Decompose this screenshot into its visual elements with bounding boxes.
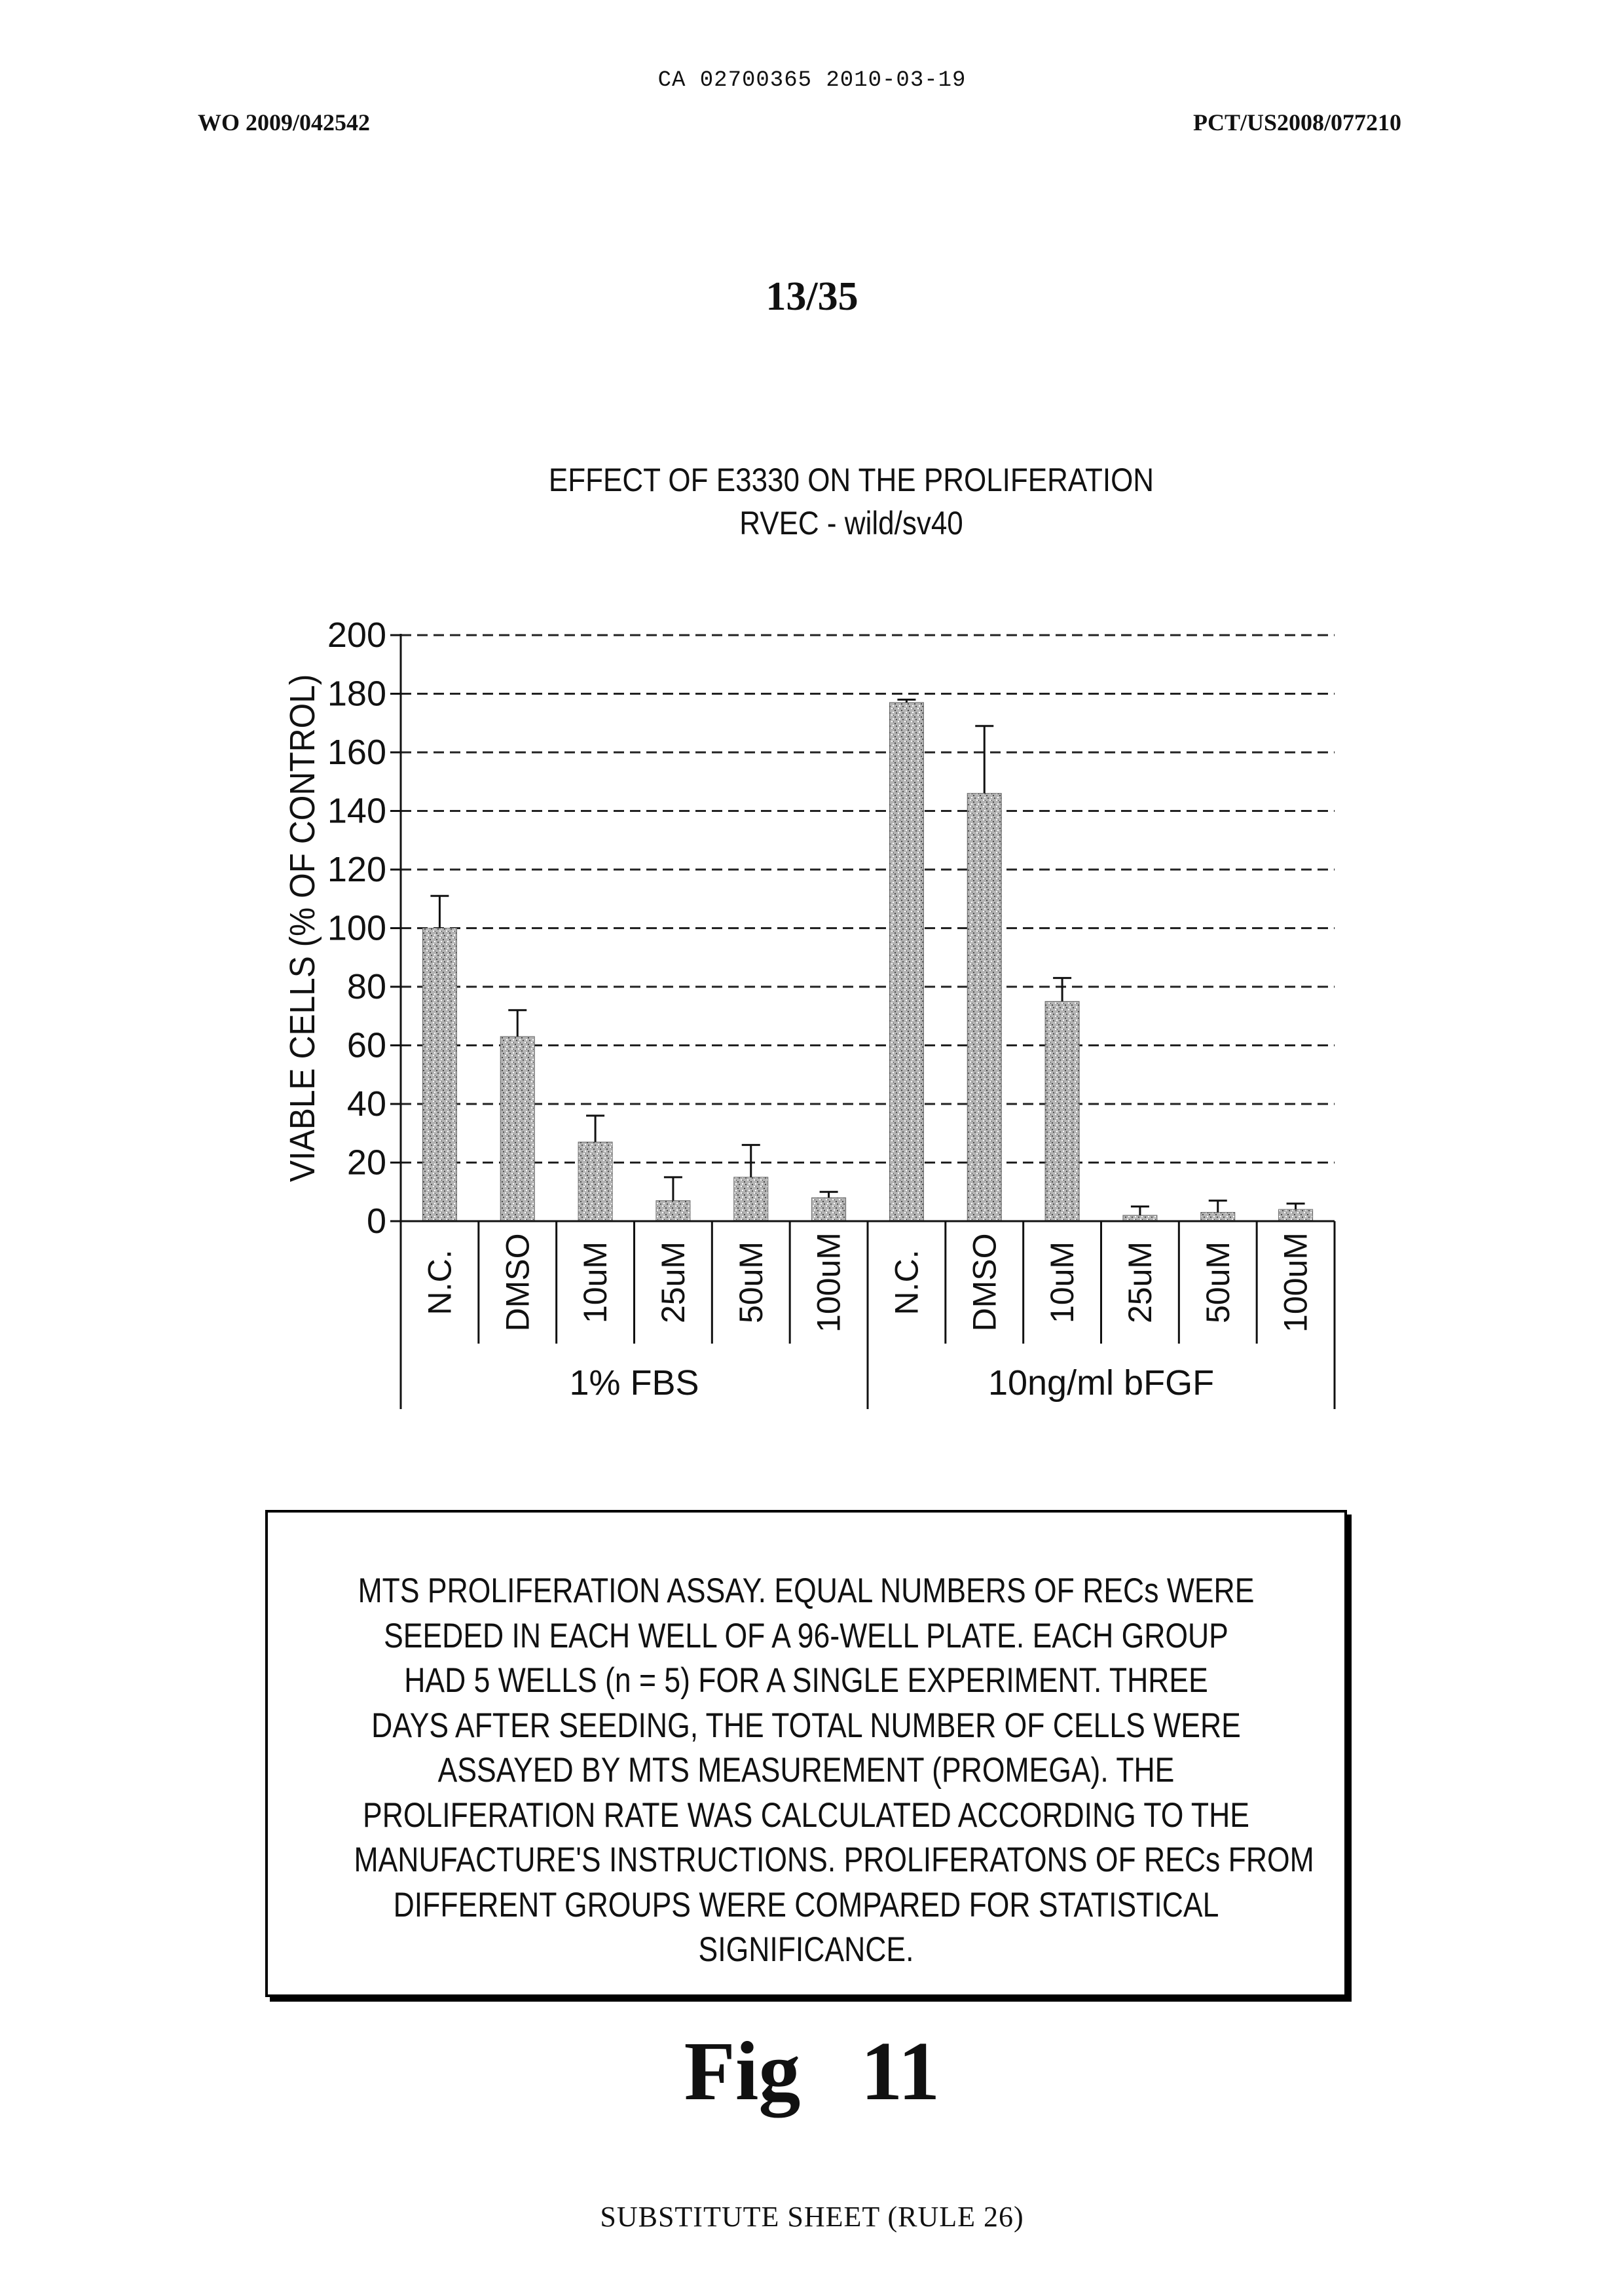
category-label: 50uM bbox=[733, 1241, 769, 1323]
category-label: DMSO bbox=[499, 1234, 536, 1332]
y-axis-label: VIABLE CELLS (% OF CONTROL) bbox=[282, 674, 322, 1183]
bar bbox=[422, 928, 456, 1222]
description-line: SEEDED IN EACH WELL OF A 96-WELL PLATE. … bbox=[354, 1614, 1259, 1659]
gridlines bbox=[401, 635, 1335, 1163]
bar-chart: 0 20 40 60 80 100 120 140 160 180 200VIABLE CELLS … bbox=[0, 0, 1624, 1441]
y-tick-label: 0 bbox=[367, 1202, 386, 1241]
bar bbox=[967, 794, 1001, 1221]
bar bbox=[1045, 1001, 1079, 1221]
y-tick-label: 180 bbox=[327, 674, 386, 714]
bar bbox=[656, 1201, 690, 1221]
bar bbox=[734, 1177, 768, 1221]
description-line: SIGNIFICANCE. bbox=[354, 1928, 1259, 1973]
y-tick-label: 160 bbox=[327, 733, 386, 772]
description-line: ASSAYED BY MTS MEASUREMENT (PROMEGA). TH… bbox=[354, 1748, 1259, 1793]
category-label: 10uM bbox=[1044, 1241, 1080, 1323]
bar bbox=[889, 703, 923, 1221]
description-line: HAD 5 WELLS (n = 5) FOR A SINGLE EXPERIM… bbox=[354, 1659, 1259, 1704]
description-line: DAYS AFTER SEEDING, THE TOTAL NUMBER OF … bbox=[354, 1704, 1259, 1749]
category-label: N.C. bbox=[421, 1250, 458, 1315]
description-line: MTS PROLIFERATION ASSAY. EQUAL NUMBERS O… bbox=[354, 1569, 1259, 1614]
group-label: 1% FBS bbox=[569, 1363, 699, 1403]
y-tick-label: 200 bbox=[327, 615, 386, 655]
description-line: PROLIFERATION RATE WAS CALCULATED ACCORD… bbox=[354, 1793, 1259, 1839]
bar bbox=[1201, 1213, 1235, 1221]
y-tick-label: 100 bbox=[327, 909, 386, 948]
y-tick-label: 60 bbox=[347, 1026, 386, 1065]
category-label: 50uM bbox=[1200, 1241, 1236, 1323]
figure-description-text: MTS PROLIFERATION ASSAY. EQUAL NUMBERS O… bbox=[354, 1569, 1259, 1973]
bar bbox=[578, 1142, 612, 1221]
description-line: MANUFACTURE'S INSTRUCTIONS. PROLIFERATON… bbox=[354, 1838, 1259, 1883]
y-tick-label: 40 bbox=[347, 1084, 386, 1124]
y-tick-label: 140 bbox=[327, 792, 386, 831]
group-label: 10ng/ml bFGF bbox=[988, 1363, 1214, 1403]
y-tick-label: 20 bbox=[347, 1143, 386, 1183]
figure-label: Fig 11 bbox=[0, 2023, 1624, 2120]
category-label: DMSO bbox=[966, 1234, 1003, 1332]
category-label: N.C. bbox=[888, 1250, 925, 1315]
category-label: 10uM bbox=[577, 1241, 614, 1323]
category-label: 25uM bbox=[655, 1241, 692, 1323]
category-label: 100uM bbox=[1278, 1232, 1314, 1332]
y-tick-label: 80 bbox=[347, 967, 386, 1006]
bar bbox=[1279, 1209, 1313, 1221]
bar bbox=[500, 1037, 534, 1221]
figure-description-box: MTS PROLIFERATION ASSAY. EQUAL NUMBERS O… bbox=[265, 1510, 1347, 1997]
category-label: 100uM bbox=[811, 1232, 847, 1332]
description-line: DIFFERENT GROUPS WERE COMPARED FOR STATI… bbox=[354, 1883, 1259, 1928]
y-tick-label: 120 bbox=[327, 850, 386, 889]
category-label: 25uM bbox=[1122, 1241, 1158, 1323]
bar bbox=[812, 1198, 846, 1221]
footer-text: SUBSTITUTE SHEET (RULE 26) bbox=[0, 2200, 1624, 2233]
bars bbox=[422, 699, 1312, 1221]
